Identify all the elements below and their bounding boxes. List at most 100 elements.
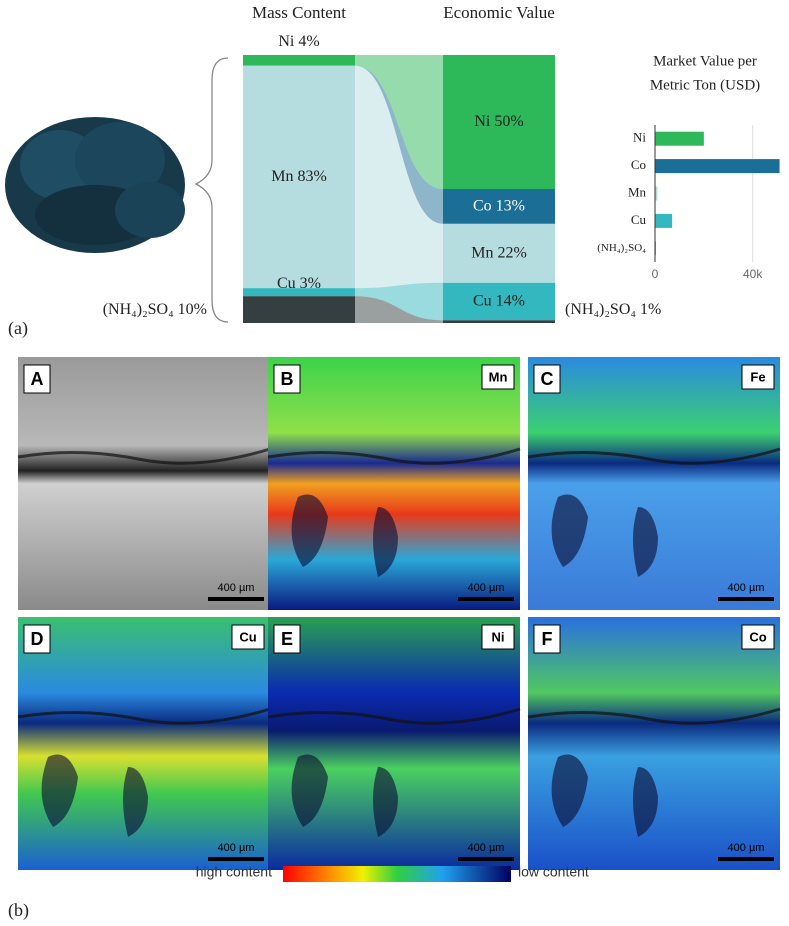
element-map — [268, 617, 520, 870]
category-name: Cu — [473, 292, 492, 309]
bar — [655, 159, 780, 174]
scale-bar — [458, 597, 514, 601]
scale-text: 400 µm — [728, 842, 765, 854]
bar — [655, 131, 704, 146]
map-letter: F — [542, 629, 553, 649]
crack — [267, 447, 521, 465]
segment-label: Mn 83% — [271, 168, 327, 185]
chart-title: Metric Ton (USD) — [650, 77, 760, 93]
element-box — [741, 364, 775, 390]
scale-bar — [458, 857, 514, 861]
element-label: Mn — [489, 369, 508, 384]
nodule-image — [5, 117, 185, 253]
segment — [243, 65, 355, 289]
segment — [243, 296, 355, 323]
element-box — [481, 624, 515, 650]
map-letter: A — [31, 369, 44, 389]
crack — [267, 707, 521, 725]
x-tick-label: 0 — [652, 267, 659, 281]
scale-bar — [208, 597, 264, 601]
element-label: Cu — [239, 629, 256, 644]
element-map — [268, 357, 520, 610]
column-header: Economic Value — [443, 3, 555, 22]
category-name: Co — [473, 197, 492, 214]
value-label: 83% — [293, 168, 326, 185]
element-map — [528, 357, 780, 610]
letter-box — [23, 364, 51, 394]
category-name: Mn — [471, 244, 493, 261]
flow — [355, 55, 443, 189]
void — [41, 754, 148, 837]
scale-text: 400 µm — [468, 582, 505, 594]
map-letter: D — [31, 629, 44, 649]
segment — [243, 55, 355, 66]
value-label: 22% — [493, 244, 526, 261]
brace — [194, 57, 229, 323]
y-tick-label: Ni — [633, 130, 646, 145]
element-map — [18, 357, 270, 610]
scale-bar — [208, 857, 264, 861]
category-name: (NH₄)₂SO₄ — [103, 301, 174, 318]
category-name: Mn — [271, 168, 293, 185]
segment-label: Cu 3% — [277, 275, 321, 292]
segment-label: (NH₄)₂SO₄ 10% — [103, 301, 207, 318]
void — [551, 494, 658, 577]
y-tick-label: (NH₄)₂SO₄ — [597, 242, 646, 254]
segment-label: Ni 4% — [278, 33, 319, 50]
letter-box — [273, 624, 301, 654]
scale-text: 400 µm — [218, 842, 255, 854]
map-letter: B — [281, 369, 294, 389]
segment — [443, 189, 555, 224]
map-letter: E — [281, 629, 293, 649]
segment-label: (NH₄)₂SO₄ 1% — [565, 301, 661, 318]
category-name: Ni — [474, 113, 491, 130]
category-name: Cu — [277, 275, 296, 292]
scale-text: 400 µm — [728, 582, 765, 594]
column-header: Mass Content — [252, 3, 346, 22]
crack — [527, 447, 781, 465]
x-tick-label: 40k — [743, 267, 763, 281]
category-name: Ni — [278, 33, 295, 50]
flow — [355, 65, 443, 289]
segment-label: Co 13% — [473, 197, 525, 214]
segment — [443, 55, 555, 189]
value-label: 10% — [174, 301, 207, 318]
letter-box — [533, 624, 561, 654]
segment-label: Cu 14% — [473, 292, 525, 309]
y-tick-label: Mn — [628, 184, 647, 199]
category-name: (NH₄)₂SO₄ — [565, 301, 636, 318]
element-box — [231, 624, 265, 650]
element-label: Fe — [750, 369, 765, 384]
colorbar — [283, 866, 511, 882]
scale-bar — [718, 857, 774, 861]
flow — [355, 296, 443, 323]
bar — [655, 213, 673, 228]
element-label: Co — [749, 629, 766, 644]
value-label: 3% — [296, 275, 321, 292]
map-letter: C — [541, 369, 554, 389]
letter-box — [23, 624, 51, 654]
void — [291, 754, 398, 837]
value-label: 50% — [490, 113, 523, 130]
letter-box — [533, 364, 561, 394]
element-map — [18, 617, 270, 870]
scale-text: 400 µm — [468, 842, 505, 854]
crack — [17, 447, 271, 465]
void — [551, 754, 658, 837]
scale-bar — [718, 597, 774, 601]
colorbar-low: low content — [518, 864, 589, 880]
segment-label: Mn 22% — [471, 244, 527, 261]
flow — [355, 282, 443, 321]
void — [291, 494, 398, 577]
segment — [243, 288, 355, 297]
value-label: 13% — [492, 197, 525, 214]
y-tick-label: Cu — [631, 212, 647, 227]
scale-text: 400 µm — [218, 582, 255, 594]
chart-title: Market Value per — [653, 53, 757, 69]
value-label: 14% — [492, 292, 525, 309]
value-label: 4% — [294, 33, 319, 50]
panel-label: (b) — [8, 900, 29, 921]
element-box — [481, 364, 515, 390]
segment-label: Ni 50% — [474, 113, 523, 130]
element-label: Ni — [492, 629, 505, 644]
